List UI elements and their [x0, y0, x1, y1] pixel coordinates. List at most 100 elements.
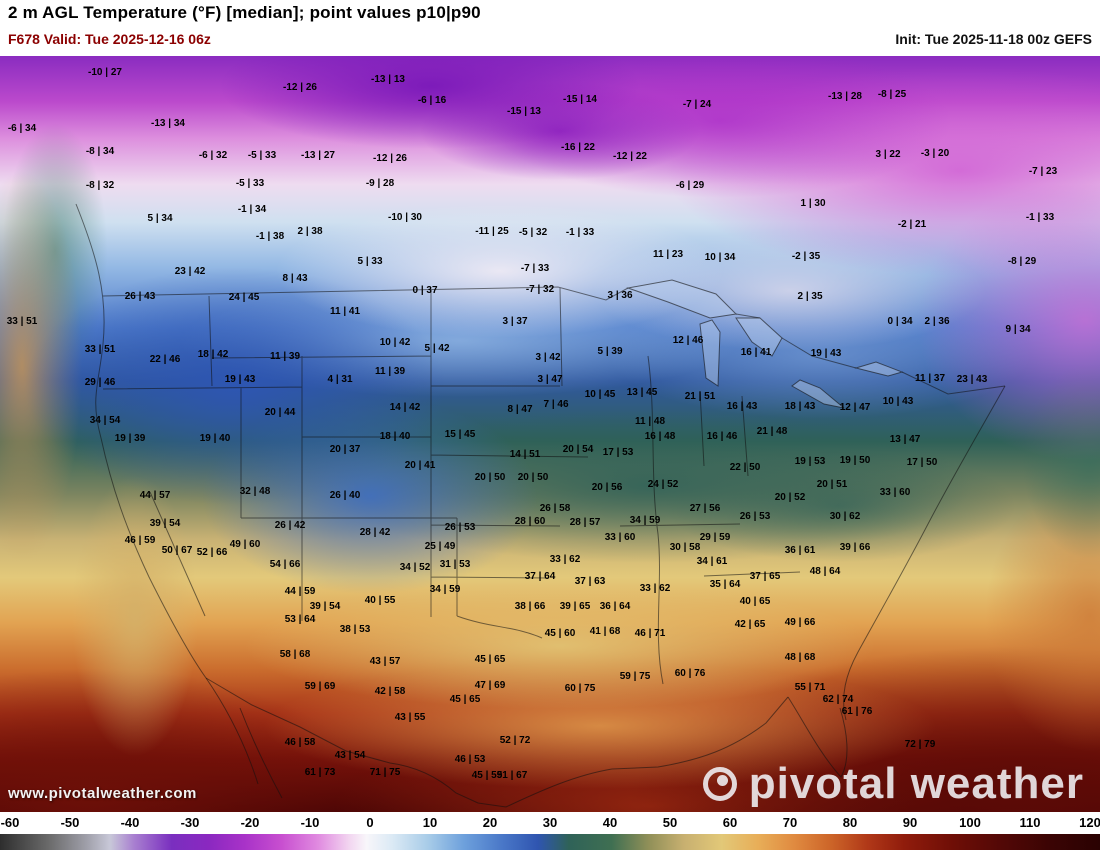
point-value: 9 | 34: [1005, 324, 1031, 335]
point-value: -1 | 38: [255, 231, 285, 242]
point-value: 12 | 47: [839, 402, 871, 413]
colorbar-ticks: -60 -50 -40 -30 -20 -10 0 10 20 30 40 50 60 70 80 90 100…: [0, 812, 1100, 832]
point-value: 22 | 46: [149, 354, 181, 365]
point-value: 11 | 23: [652, 249, 684, 260]
point-value: -12 | 22: [613, 151, 647, 162]
point-value: 45 | 59: [471, 770, 503, 781]
point-value: 60 | 75: [564, 683, 596, 694]
atlantic-coastline: [843, 385, 1006, 721]
point-value: -7 | 32: [525, 284, 555, 295]
point-values-layer: -10 | 27 -12 | 26 -13 | 13 -6 | 16 -15 | 13 -…: [0, 56, 1100, 812]
point-value: 38 | 53: [339, 624, 371, 635]
point-value: 10 | 43: [882, 396, 914, 407]
point-value: -5 | 32: [518, 227, 548, 238]
colorbar-tick-label: 10: [422, 815, 438, 830]
point-value: 1 | 30: [800, 198, 826, 209]
point-value: 23 | 43: [956, 374, 988, 385]
point-value: 39 | 65: [559, 601, 591, 612]
point-value: 49 | 60: [229, 539, 261, 550]
pacific-coastline: [75, 203, 207, 679]
point-value: -13 | 28: [828, 91, 862, 102]
point-value: 28 | 60: [514, 516, 546, 527]
point-value: 51 | 67: [496, 770, 528, 781]
point-value: 3 | 42: [535, 352, 561, 363]
point-value: 43 | 54: [334, 750, 366, 761]
point-value: -5 | 33: [235, 178, 265, 189]
point-value: -13 | 27: [301, 150, 335, 161]
lake-erie: [791, 379, 845, 409]
point-value: -1 | 33: [1025, 212, 1055, 223]
point-value: 30 | 62: [829, 511, 861, 522]
point-value: -8 | 32: [85, 180, 115, 191]
point-value: 22 | 50: [729, 462, 761, 473]
canada-border: [102, 286, 629, 301]
point-value: 11 | 39: [269, 351, 301, 362]
point-value: 4 | 31: [327, 374, 353, 385]
point-value: 5 | 33: [357, 256, 383, 267]
great-lakes-links: [735, 313, 1006, 395]
point-value: -5 | 33: [247, 150, 277, 161]
point-value: 2 | 38: [297, 226, 323, 237]
point-value: -3 | 20: [920, 148, 950, 159]
point-value: 42 | 58: [374, 686, 406, 697]
point-value: 43 | 57: [369, 656, 401, 667]
point-value: 33 | 60: [879, 487, 911, 498]
point-value: 2 | 36: [924, 316, 950, 327]
point-value: -16 | 22: [561, 142, 595, 153]
point-value: 11 | 41: [329, 306, 361, 317]
point-value: 23 | 42: [174, 266, 206, 277]
point-value: 38 | 66: [514, 601, 546, 612]
colorbar-tick-label: 30: [542, 815, 558, 830]
point-value: 54 | 66: [269, 559, 301, 570]
weather-map[interactable]: -10 | 27 -12 | 26 -13 | 13 -6 | 16 -15 | 13 -…: [0, 56, 1100, 812]
point-value: 21 | 51: [684, 391, 716, 402]
colorbar-tick-label: 80: [842, 815, 858, 830]
point-value: 17 | 53: [602, 447, 634, 458]
point-value: 3 | 36: [607, 290, 633, 301]
point-value: -10 | 27: [88, 67, 122, 78]
header-bar: 2 m AGL Temperature (°F) [median]; point…: [0, 0, 1100, 56]
point-value: 20 | 50: [517, 472, 549, 483]
lake-michigan: [699, 319, 721, 387]
point-value: 20 | 51: [816, 479, 848, 490]
point-value: 10 | 42: [379, 337, 411, 348]
point-value: 46 | 59: [124, 535, 156, 546]
point-value: 32 | 48: [239, 486, 271, 497]
point-value: 34 | 59: [429, 584, 461, 595]
valid-time-label: F678 Valid: Tue 2025-12-16 06z: [8, 31, 211, 47]
point-value: 45 | 60: [544, 628, 576, 639]
point-value: 44 | 59: [284, 586, 316, 597]
brand-watermark: pivotal weather: [702, 762, 1084, 806]
point-value: 60 | 76: [674, 668, 706, 679]
point-value: 5 | 42: [424, 343, 450, 354]
point-value: 10 | 45: [584, 389, 616, 400]
colorbar-tick-label: -50: [60, 815, 80, 830]
point-value: 11 | 39: [374, 366, 406, 377]
point-value: -2 | 35: [791, 251, 821, 262]
point-value: 59 | 75: [619, 671, 651, 682]
point-value: 39 | 54: [309, 601, 341, 612]
eastern-state-lines: [619, 355, 801, 685]
point-value: 20 | 37: [329, 444, 361, 455]
colorbar-tick-label: 40: [602, 815, 618, 830]
point-value: 17 | 50: [906, 457, 938, 468]
point-value: 15 | 45: [444, 429, 476, 440]
point-value: 11 | 37: [914, 373, 946, 384]
colorbar: -60 -50 -40 -30 -20 -10 0 10 20 30 40 50 60 70 80 90 100…: [0, 812, 1100, 850]
point-value: 26 | 43: [124, 291, 156, 302]
point-value: 19 | 40: [199, 433, 231, 444]
colorbar-tick-label: 110: [1019, 815, 1041, 830]
point-value: 44 | 57: [139, 490, 171, 501]
colorbar-tick-label: -10: [300, 815, 320, 830]
point-value: -6 | 29: [675, 180, 705, 191]
point-value: 46 | 71: [634, 628, 666, 639]
point-value: -12 | 26: [373, 153, 407, 164]
western-state-lines: [102, 287, 589, 639]
point-value: 62 | 74: [822, 694, 854, 705]
colorbar-tick-label: 70: [782, 815, 798, 830]
point-value: 26 | 53: [739, 511, 771, 522]
point-value: 14 | 42: [389, 402, 421, 413]
point-value: 37 | 64: [524, 571, 556, 582]
baja-coastline: [205, 677, 283, 799]
point-value: 0 | 34: [887, 316, 913, 327]
